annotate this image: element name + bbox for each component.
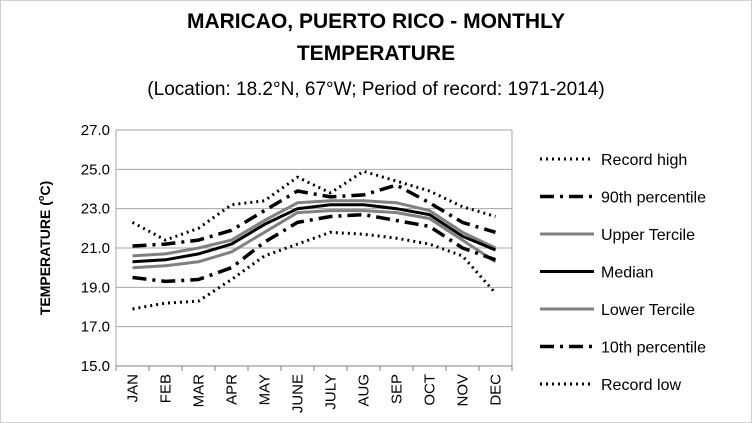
chart-title-line-2: TEMPERATURE <box>296 42 456 65</box>
legend: Record high 90th percentile Upper Tercile M… <box>540 152 706 394</box>
y-axis-label-suffix: C) <box>37 181 53 196</box>
legend-label-90th-percentile: 90th percentile <box>601 190 706 207</box>
y-axis-label-sup: o <box>36 195 46 201</box>
x-tick-label: DEC <box>488 374 505 406</box>
series-line-record-high <box>131 169 496 242</box>
y-tick-label: 21.0 <box>81 240 110 257</box>
x-tick-label: SEP <box>389 374 406 404</box>
grid-layer <box>115 129 513 367</box>
y-tick-label: 25.0 <box>81 161 110 178</box>
y-tick-label: 27.0 <box>81 122 110 139</box>
x-tick-label: APR <box>224 374 241 405</box>
axis-layer: 15.0 17.0 19.0 21.0 23.0 25.0 27.0 JAN FEB MAR APR… <box>81 122 513 413</box>
legend-label-record-low: Record low <box>601 377 681 394</box>
y-tick-label: 19.0 <box>81 279 110 296</box>
y-axis-label: TEMPERATURE (oC) <box>36 181 53 315</box>
legend-label-upper-tercile: Upper Tercile <box>601 227 695 244</box>
series-line-upper-tercile <box>132 199 497 258</box>
series-layer <box>131 169 497 311</box>
chart-title-line-1: MARICAO, PUERTO RICO - MONTHLY <box>186 10 565 33</box>
legend-label-10th-percentile: 10th percentile <box>601 340 706 357</box>
y-tick-label: 15.0 <box>81 358 110 375</box>
x-tick-label: OCT <box>422 374 439 406</box>
x-tick-label: FEB <box>158 374 175 403</box>
y-tick-label: 17.0 <box>81 319 110 336</box>
x-tick-label: JULY <box>323 374 340 410</box>
legend-label-median: Median <box>601 265 653 282</box>
chart-subtitle: (Location: 18.2°N, 67°W; Period of recor… <box>147 79 605 100</box>
x-tick-label: MAY <box>257 374 274 405</box>
y-tick-label: 23.0 <box>81 201 110 218</box>
series-line-90th-percentile <box>132 183 497 248</box>
legend-label-lower-tercile: Lower Tercile <box>601 302 695 319</box>
series-line-median <box>132 203 497 264</box>
x-tick-label: NOV <box>455 374 472 407</box>
x-tick-label: MAR <box>191 374 208 408</box>
x-tick-label: AUG <box>356 374 373 407</box>
series-line-10th-percentile <box>132 212 497 284</box>
series-line-lower-tercile <box>132 209 497 270</box>
x-tick-label: JAN <box>125 374 142 402</box>
legend-label-record-high: Record high <box>601 152 687 169</box>
x-tick-label: JUNE <box>290 374 307 413</box>
series-line-record-low <box>132 230 497 311</box>
y-axis-label-prefix: TEMPERATURE ( <box>37 201 53 315</box>
